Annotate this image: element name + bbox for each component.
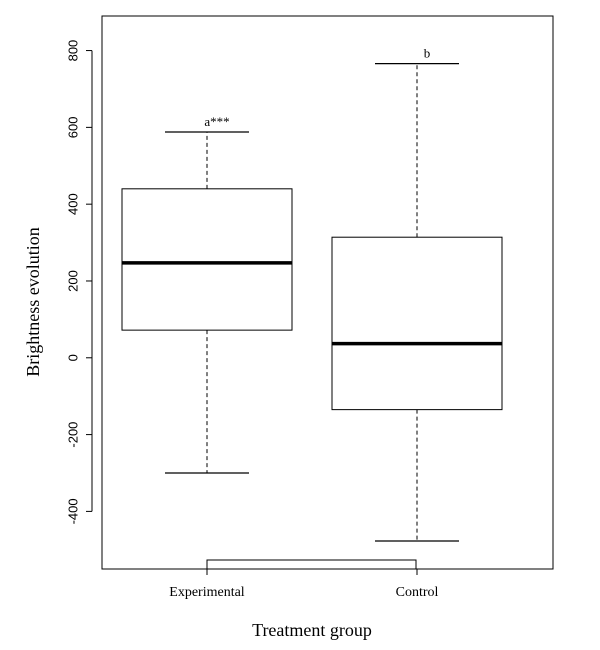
box-iqr bbox=[121, 188, 293, 331]
significance-label: b bbox=[424, 46, 431, 61]
y-tick-label: 800 bbox=[65, 40, 80, 62]
y-tick-label: 600 bbox=[65, 117, 80, 139]
bottom-bar-artifact bbox=[206, 559, 417, 570]
y-tick-label: 200 bbox=[65, 270, 80, 292]
y-axis-title: Brightness evolution bbox=[23, 227, 43, 377]
y-tick-label: 400 bbox=[65, 193, 80, 215]
x-axis-title: Treatment group bbox=[252, 620, 372, 640]
x-tick-label: Experimental bbox=[169, 585, 245, 600]
box-group: b bbox=[331, 46, 503, 542]
y-axis: -400 -200 0 200 400 600 800 bbox=[65, 40, 93, 524]
boxes: a*** b bbox=[121, 46, 503, 542]
y-tick-label: -200 bbox=[65, 422, 80, 448]
significance-label: a*** bbox=[204, 114, 229, 129]
box-group: a*** bbox=[121, 114, 293, 474]
y-tick-label: 0 bbox=[65, 354, 80, 361]
y-tick-label: -400 bbox=[65, 498, 80, 524]
x-tick-label: Control bbox=[396, 585, 439, 600]
box-iqr bbox=[331, 236, 503, 411]
x-axis: Experimental Control bbox=[169, 569, 438, 600]
